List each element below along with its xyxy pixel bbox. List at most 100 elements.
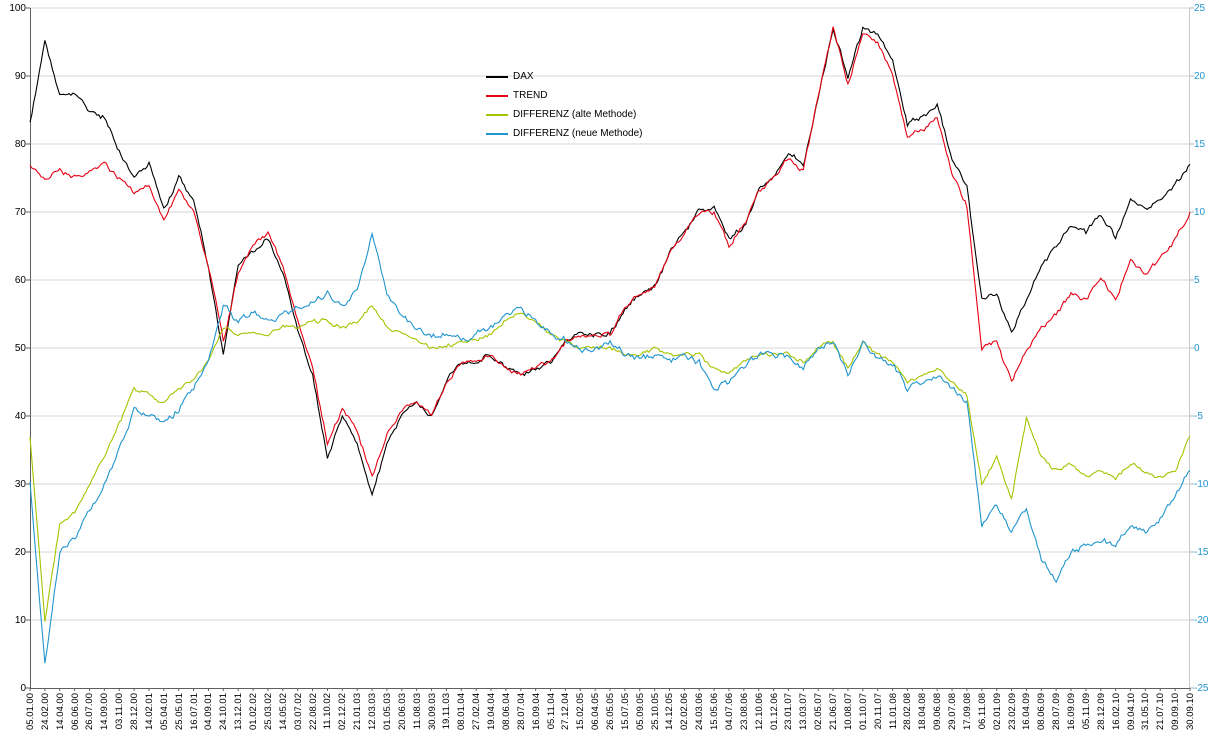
x-axis-tick-label: 24.03.06	[694, 693, 706, 730]
x-axis-tick-label: 16.09.09	[1066, 693, 1078, 730]
series-line-differenz-neue-methode	[29, 231, 1191, 664]
x-axis-tick-label: 14.12.05	[664, 693, 676, 730]
x-axis-tick-label: 27.12.04	[560, 693, 572, 730]
legend-label-trend: TREND	[513, 90, 548, 101]
differenz-alte-line-swatch	[486, 113, 508, 116]
right-axis-tick-label: 25	[1194, 2, 1206, 14]
x-axis-tick-label: 25.03.02	[262, 693, 274, 730]
legend-item-dax: DAX	[486, 70, 643, 83]
x-axis-tick-label: 16.07.01	[188, 693, 200, 730]
x-axis-tick-label: 25.05.01	[173, 693, 185, 730]
right-axis-tick-label: -25	[1194, 682, 1209, 694]
x-axis-tick-label: 23.02.09	[1006, 693, 1018, 730]
trend-line-swatch	[486, 94, 508, 97]
x-axis-tick-label: 30.09.10	[1185, 693, 1196, 730]
x-axis-tick-label: 01.05.03	[381, 693, 393, 730]
x-axis-tick-label: 02.01.09	[991, 693, 1003, 730]
x-axis-tick-label: 23.08.06	[738, 693, 750, 730]
x-axis-tick-label: 14.02.01	[143, 693, 155, 730]
x-axis-tick-label: 08.06.09	[1036, 693, 1048, 730]
left-axis-tick-label: 20	[14, 546, 26, 558]
x-axis-tick-label: 28.12.09	[1095, 693, 1107, 730]
x-axis-tick-label: 01.02.02	[248, 693, 260, 730]
legend-label-differenz-neue: DIFFERENZ (neue Methode)	[513, 128, 643, 139]
x-axis-tick-label: 24.02.00	[39, 693, 51, 730]
x-axis-tick-label: 05.11.04	[545, 693, 557, 730]
left-axis-tick-label: 50	[14, 342, 26, 354]
x-axis-tick-label: 20.11.07	[872, 693, 884, 730]
right-axis-tick-label: 5	[1194, 274, 1200, 286]
x-axis-tick-label: 03.11.00	[114, 693, 126, 730]
x-axis-tick-label: 26.05.05	[605, 693, 616, 730]
legend-label-differenz-alte: DIFFERENZ (alte Methode)	[513, 109, 637, 120]
left-axis-tick-label: 0	[20, 682, 26, 694]
x-axis-tick-label: 28.02.08	[902, 693, 914, 730]
right-axis-tick-label: -5	[1194, 410, 1203, 422]
legend: DAX TREND DIFFERENZ (alte Methode) DIFFE…	[486, 70, 643, 140]
x-axis-tick-label: 15.02.05	[575, 693, 587, 730]
x-axis-tick-label: 21.07.10	[1155, 693, 1167, 730]
x-axis-tick-label: 16.02.10	[1110, 693, 1122, 730]
x-axis-tick-label: 17.09.08	[961, 693, 973, 730]
x-axis-tick-label: 23.01.07	[783, 693, 795, 730]
legend-item-differenz-neue: DIFFERENZ (neue Methode)	[486, 127, 643, 140]
x-axis-tick-label: 11.08.03	[411, 693, 423, 730]
x-axis-tick-label: 28.07.09	[1051, 693, 1063, 730]
right-axis-tick-label: 10	[1194, 206, 1206, 218]
x-axis-tick-label: 24.10.01	[218, 693, 230, 730]
differenz-neue-line-swatch	[486, 132, 508, 135]
x-axis-tick-label: 04.09.01	[203, 693, 215, 730]
x-axis-tick-label: 14.09.00	[99, 693, 111, 730]
right-axis-tick-label: 15	[1194, 138, 1206, 150]
x-axis-tick-label: 26.07.00	[84, 693, 96, 730]
x-axis-tick-label: 16.04.09	[1021, 693, 1033, 730]
series-line-trend	[29, 26, 1191, 478]
x-axis-tick-label: 02.12.02	[337, 693, 349, 730]
x-axis-tick-label: 16.09.04	[530, 693, 542, 730]
left-axis-tick-label: 70	[14, 206, 26, 218]
series-line-dax	[29, 26, 1191, 497]
left-axis-tick-label: 30	[14, 478, 26, 490]
x-axis-tick-label: 28.12.00	[129, 693, 141, 730]
x-axis-tick-label: 10.08.07	[842, 693, 854, 730]
left-axis-tick-label: 60	[14, 274, 26, 286]
x-axis-tick-label: 19.04.04	[486, 693, 498, 730]
x-axis-tick-label: 08.06.04	[500, 693, 512, 730]
legend-item-differenz-alte: DIFFERENZ (alte Methode)	[486, 108, 643, 121]
x-axis-tick-label: 13.12.01	[233, 693, 245, 730]
dax-line-swatch	[486, 75, 508, 78]
right-axis-tick-label: 0	[1194, 342, 1200, 354]
x-axis-tick-label: 03.07.02	[292, 693, 304, 730]
legend-label-dax: DAX	[513, 71, 534, 82]
series-line-differenz-alte-methode	[29, 305, 1191, 622]
right-axis-tick-label: 20	[1194, 70, 1206, 82]
right-axis-tick-label: -20	[1194, 614, 1209, 626]
x-axis-tick-label: 11.10.02	[322, 693, 334, 730]
x-axis-tick-label: 14.05.02	[277, 693, 289, 730]
legend-item-trend: TREND	[486, 89, 643, 102]
x-axis-tick-label: 05.11.09	[1080, 693, 1092, 730]
x-axis-tick-label: 05.04.01	[158, 693, 170, 730]
left-axis-tick-label: 80	[14, 138, 26, 150]
x-axis-tick-label: 12.10.06	[753, 693, 765, 730]
left-axis-tick-label: 10	[14, 614, 26, 626]
x-axis-tick-label: 08.01.04	[456, 693, 468, 730]
x-axis-tick-label: 13.03.07	[798, 693, 810, 730]
left-axis-tick-label: 40	[14, 410, 26, 422]
x-axis-tick-label: 21.06.07	[828, 693, 840, 730]
x-axis-tick-label: 25.10.05	[649, 693, 661, 730]
x-axis-tick-label: 29.07.08	[947, 693, 959, 730]
x-axis-tick-label: 30.09.03	[426, 693, 438, 730]
x-axis-tick-label: 12.03.03	[367, 693, 379, 730]
x-axis-tick-label: 14.04.00	[54, 693, 66, 730]
x-axis-tick-label: 19.11.03	[441, 693, 453, 730]
x-axis-tick-label: 02.02.06	[679, 693, 691, 730]
x-axis-tick-label: 06.11.08	[976, 693, 988, 730]
x-axis-tick-label: 01.12.06	[768, 693, 780, 730]
x-axis-tick-label: 31.05.10	[1140, 693, 1152, 730]
x-axis-tick-label: 20.06.03	[396, 693, 408, 730]
x-axis-tick-label: 15.07.05	[619, 693, 631, 730]
right-axis-tick-label: -10	[1194, 478, 1209, 490]
